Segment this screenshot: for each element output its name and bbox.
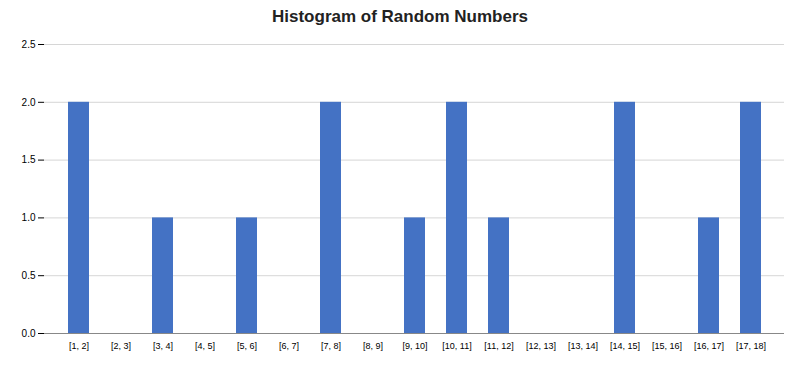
svg-text:0.5: 0.5 xyxy=(22,270,36,281)
svg-text:[3, 4]: [3, 4] xyxy=(153,341,173,351)
svg-text:[7, 8]: [7, 8] xyxy=(321,341,341,351)
svg-text:[14, 15]: [14, 15] xyxy=(610,341,640,351)
svg-text:[1, 2]: [1, 2] xyxy=(69,341,89,351)
html-text:Histogram of Random Numbers: Histogram of Random Numbers xyxy=(272,7,528,26)
svg-text:1.5: 1.5 xyxy=(22,154,36,165)
svg-text:[6, 7]: [6, 7] xyxy=(279,341,299,351)
svg-text:[4, 5]: [4, 5] xyxy=(195,341,215,351)
svg-text:[12, 13]: [12, 13] xyxy=(526,341,556,351)
svg-text:[5, 6]: [5, 6] xyxy=(237,341,257,351)
svg-text:[17, 18]: [17, 18] xyxy=(736,341,766,351)
svg-text:2.0: 2.0 xyxy=(22,97,36,108)
svg-text:[15, 16]: [15, 16] xyxy=(652,341,682,351)
svg-text:0.0: 0.0 xyxy=(22,328,36,339)
svg-text:[11, 12]: [11, 12] xyxy=(484,341,513,351)
svg-text:[16, 17]: [16, 17] xyxy=(694,341,724,351)
svg-text:[8, 9]: [8, 9] xyxy=(363,341,383,351)
svg-text:2.5: 2.5 xyxy=(22,39,36,50)
svg-text:[10, 11]: [10, 11] xyxy=(442,341,471,351)
svg-text:1.0: 1.0 xyxy=(22,212,36,223)
svg-text:[9, 10]: [9, 10] xyxy=(402,341,427,351)
svg-text:[13, 14]: [13, 14] xyxy=(568,341,598,351)
svg-text:[2, 3]: [2, 3] xyxy=(111,341,131,351)
